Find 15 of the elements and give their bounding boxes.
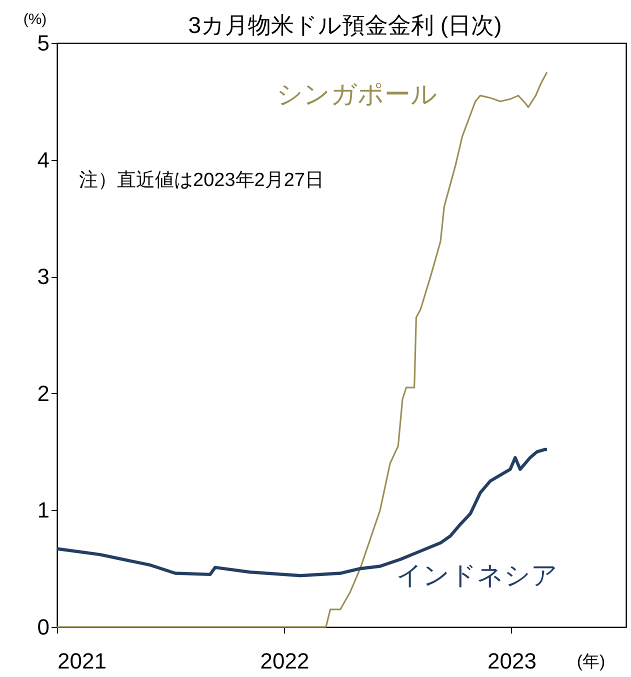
x-tick-label: 2023 [487,648,536,674]
series-label: シンガポール [276,79,438,109]
x-tick-label: 2021 [58,648,106,674]
x-tick-label: 2022 [260,648,310,674]
y-tick-label: 2 [37,380,50,406]
y-tick-label: 0 [37,614,50,640]
y-tick-label: 5 [37,30,50,56]
chart-title: 3カ月物米ドル預金金利 (日次) [188,12,502,38]
series-label: インドネシア [396,560,558,590]
y-tick-label: 3 [37,264,50,290]
y-tick-label: 4 [37,147,50,172]
y-axis-title: (%) [23,11,47,28]
annotation: 注）直近値は2023年2月27日 [79,169,324,191]
x-axis-title: (年) [576,652,606,671]
y-tick-label: 1 [37,498,50,523]
